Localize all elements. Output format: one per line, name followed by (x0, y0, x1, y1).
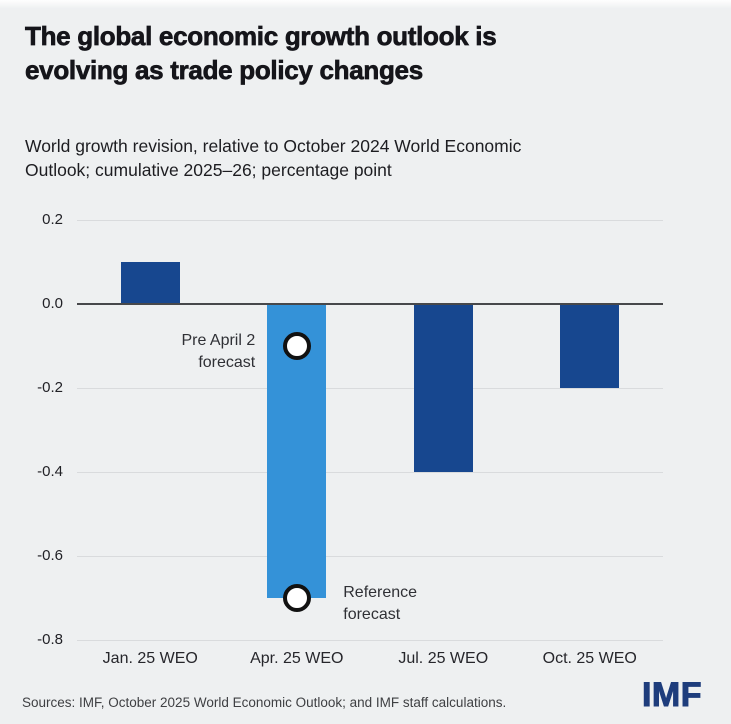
y-tick-label: -0.2 (37, 379, 63, 396)
bar-oct-25-weo (560, 304, 620, 388)
gridline--0.4 (77, 472, 663, 473)
chart-subtitle: World growth revision, relative to Octob… (25, 136, 522, 180)
y-tick-label: -0.8 (37, 631, 63, 648)
zero-axis-line (77, 303, 663, 305)
gridline--0.8 (77, 640, 663, 641)
x-tick-label: Oct. 25 WEO (542, 650, 637, 667)
gridline--0.6 (77, 556, 663, 557)
pre-april-2-forecast-marker (282, 332, 311, 360)
x-tick-label: Apr. 25 WEO (250, 650, 344, 667)
imf-logo: IMF (641, 676, 702, 714)
y-tick-label: -0.4 (37, 463, 63, 480)
pre-april-2-forecast-label: Pre April 2 forecast (181, 332, 256, 371)
gridline--0.2 (77, 388, 663, 389)
source-note: Sources: IMF, October 2025 World Economi… (22, 695, 507, 710)
bar-jul-25-weo (413, 304, 473, 472)
top-edge-highlight (0, 0, 731, 9)
y-tick-label: 0.2 (42, 211, 63, 228)
reference-forecast-marker (282, 584, 311, 612)
gridline-0.2 (77, 220, 663, 221)
bar-jan-25-weo (120, 262, 180, 304)
x-tick-label: Jul. 25 WEO (398, 650, 489, 667)
y-tick-label: 0.0 (42, 295, 63, 312)
y-tick-label: -0.6 (37, 547, 63, 564)
reference-forecast-label: Reference forecast (343, 584, 418, 623)
chart-title: The global economic growth outlook is ev… (25, 21, 497, 86)
x-tick-label: Jan. 25 WEO (102, 650, 198, 667)
